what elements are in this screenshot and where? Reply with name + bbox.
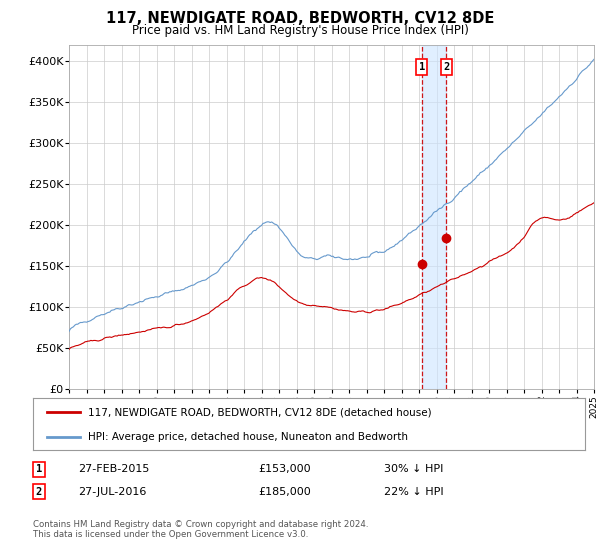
- Text: 1: 1: [419, 62, 425, 72]
- Text: 22% ↓ HPI: 22% ↓ HPI: [384, 487, 443, 497]
- Bar: [422, 45, 446, 389]
- Text: HPI: Average price, detached house, Nuneaton and Bedworth: HPI: Average price, detached house, Nune…: [88, 432, 408, 442]
- Text: £185,000: £185,000: [258, 487, 311, 497]
- Text: 117, NEWDIGATE ROAD, BEDWORTH, CV12 8DE (detached house): 117, NEWDIGATE ROAD, BEDWORTH, CV12 8DE …: [88, 407, 432, 417]
- Text: 30% ↓ HPI: 30% ↓ HPI: [384, 464, 443, 474]
- Text: 27-JUL-2016: 27-JUL-2016: [78, 487, 146, 497]
- Text: 1: 1: [36, 464, 42, 474]
- Text: 2: 2: [443, 62, 449, 72]
- Text: 117, NEWDIGATE ROAD, BEDWORTH, CV12 8DE: 117, NEWDIGATE ROAD, BEDWORTH, CV12 8DE: [106, 11, 494, 26]
- Text: Price paid vs. HM Land Registry's House Price Index (HPI): Price paid vs. HM Land Registry's House …: [131, 24, 469, 37]
- Text: £153,000: £153,000: [258, 464, 311, 474]
- Text: 2: 2: [36, 487, 42, 497]
- Text: Contains HM Land Registry data © Crown copyright and database right 2024.
This d: Contains HM Land Registry data © Crown c…: [33, 520, 368, 539]
- Text: 27-FEB-2015: 27-FEB-2015: [78, 464, 149, 474]
